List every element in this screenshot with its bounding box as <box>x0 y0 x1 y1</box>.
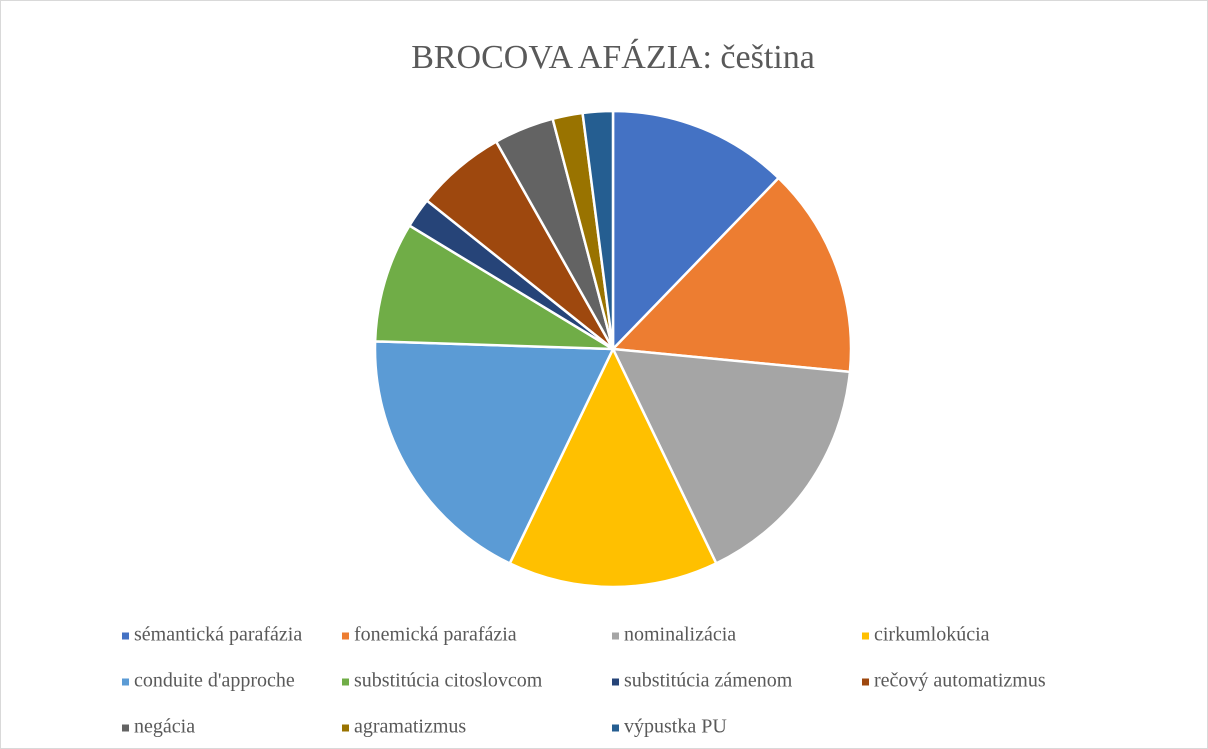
legend-swatch <box>612 678 619 686</box>
legend-label: fonemická parafázia <box>354 624 517 646</box>
legend-label: conduite d'approche <box>134 670 295 692</box>
legend-swatch <box>342 632 349 640</box>
chart-title: BROCOVA AFÁZIA: čeština <box>411 39 815 76</box>
pie-slice <box>508 346 718 589</box>
legend-label: substitúcia citoslovcom <box>354 670 543 692</box>
legend-swatch <box>612 724 619 732</box>
legend-swatch <box>342 724 349 732</box>
pie-slice <box>611 109 781 353</box>
legend-label: nominalizácia <box>624 624 736 646</box>
legend-label: negácia <box>134 716 195 738</box>
legend-swatch <box>122 678 129 686</box>
legend-label: rečový automatizmus <box>874 670 1046 692</box>
legend-swatch <box>862 678 869 686</box>
pie-slice <box>581 109 615 350</box>
pie-slice <box>373 340 615 566</box>
legend-label: agramatizmus <box>354 716 466 738</box>
pie-slice <box>373 223 618 351</box>
legend-swatch <box>862 632 869 640</box>
legend-swatch <box>612 632 619 640</box>
pie-slice <box>610 347 852 566</box>
legend-swatch <box>122 632 129 640</box>
legend-swatch <box>122 724 129 732</box>
pie-slice <box>610 176 853 374</box>
legend-swatch <box>342 678 349 686</box>
legend-label: výpustka PU <box>624 716 727 738</box>
legend-label: substitúcia zámenom <box>624 670 793 692</box>
legend-label: cirkumlokúcia <box>874 624 990 646</box>
legend-label: sémantická parafázia <box>134 624 302 646</box>
